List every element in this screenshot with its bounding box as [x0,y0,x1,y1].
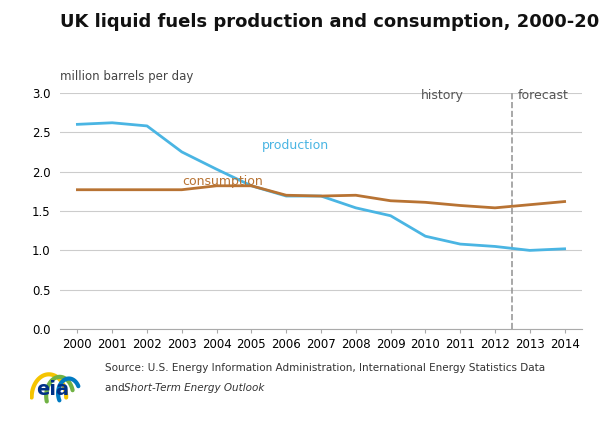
Text: eia: eia [37,380,70,399]
Text: history: history [421,89,464,102]
Text: consumption: consumption [182,175,263,187]
Text: Source: U.S. Energy Information Administration, International Energy Statistics : Source: U.S. Energy Information Administ… [105,363,545,373]
Text: and: and [105,383,128,393]
Text: Short-Term Energy Outlook: Short-Term Energy Outlook [124,383,264,393]
Text: UK liquid fuels production and consumption, 2000-2014: UK liquid fuels production and consumpti… [60,13,600,31]
Text: forecast: forecast [518,89,568,102]
Text: million barrels per day: million barrels per day [60,70,193,83]
Text: production: production [262,139,329,152]
